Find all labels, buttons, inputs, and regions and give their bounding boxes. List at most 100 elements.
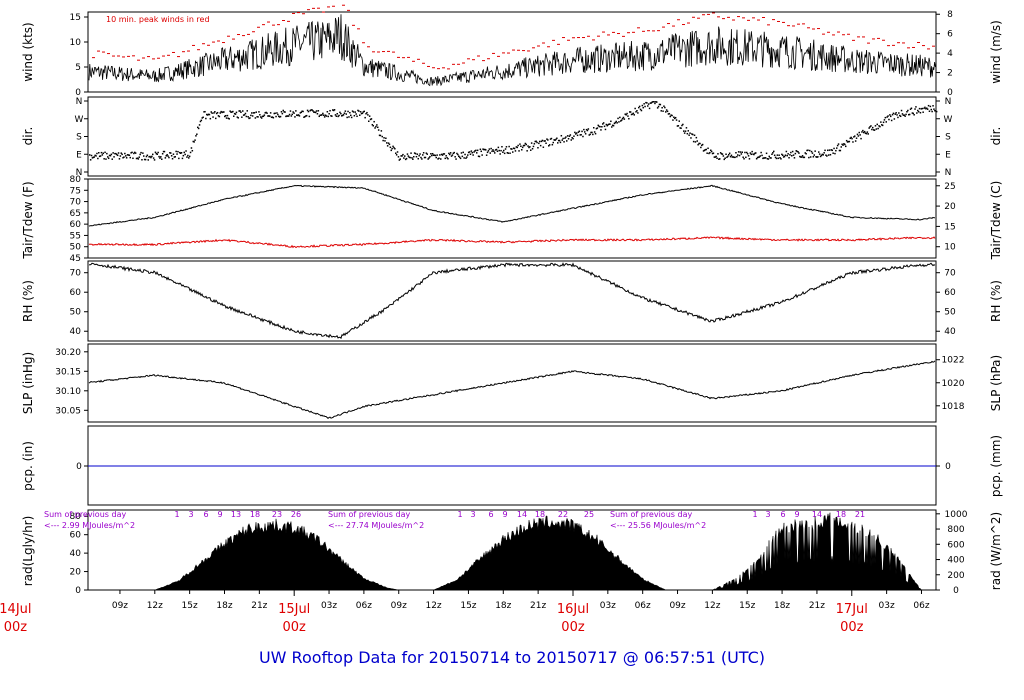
dir-point <box>611 126 613 128</box>
day-label-date: 14Jul <box>0 602 32 617</box>
dir-point <box>154 151 157 154</box>
dir-point <box>285 115 287 118</box>
dir-point <box>268 115 270 117</box>
footer-title: UW Rooftop Data for 20150714 to 20150717… <box>0 648 1024 667</box>
dir-point <box>917 110 920 113</box>
dir-point <box>93 156 95 158</box>
dir-point <box>122 156 124 159</box>
dir-point <box>803 156 806 159</box>
dir-point <box>852 141 854 143</box>
dir-point <box>411 157 413 159</box>
xtick-label: 09z <box>391 601 407 611</box>
dir-point <box>202 116 204 119</box>
dir-point <box>343 112 346 114</box>
dir-point <box>810 150 813 153</box>
dir-point <box>544 140 546 142</box>
dir-point <box>341 114 344 117</box>
dir-point <box>325 115 328 117</box>
dir-point <box>764 157 767 159</box>
dir-point <box>479 148 482 151</box>
dir-point <box>266 112 268 114</box>
dir-point <box>125 155 127 157</box>
dir-point <box>605 123 608 126</box>
dir-point <box>183 151 185 154</box>
dir-point <box>931 110 933 113</box>
dir-point <box>550 137 553 140</box>
dir-point <box>112 152 114 154</box>
dir-point <box>501 145 503 148</box>
dir-point <box>405 157 408 160</box>
dir-point <box>701 144 703 147</box>
dir-point <box>840 146 842 148</box>
dir-point <box>366 111 368 114</box>
dir-point <box>648 107 651 110</box>
dir-point <box>625 114 627 116</box>
dir-point <box>476 149 479 152</box>
dir-point <box>440 153 443 156</box>
rad-hour-label: 18 <box>535 510 545 519</box>
dir-point <box>416 153 419 155</box>
dir-point <box>886 116 888 118</box>
dir-point <box>186 156 188 158</box>
dir-point <box>823 152 825 154</box>
dir-point <box>131 151 133 154</box>
dir-point <box>782 156 785 158</box>
dir-point <box>286 115 288 117</box>
dir-point <box>680 127 682 129</box>
dir-point <box>413 152 416 154</box>
dir-point <box>905 113 907 116</box>
dir-point <box>861 131 863 133</box>
dir-point <box>260 117 263 119</box>
dir-point <box>753 153 755 156</box>
dir-point <box>525 143 527 146</box>
dir-point <box>741 151 743 153</box>
dir-point <box>121 153 123 156</box>
ytick-label-left-temp: 70 <box>70 198 82 208</box>
dir-point <box>876 123 878 126</box>
dir-point <box>336 112 338 115</box>
dir-point <box>719 158 721 160</box>
dir-point <box>164 157 167 159</box>
xtick-label: 21z <box>530 601 546 611</box>
dir-point <box>387 142 390 144</box>
dir-point <box>624 113 626 115</box>
dir-point <box>230 111 232 113</box>
dir-point <box>814 150 816 152</box>
dir-point <box>672 119 674 121</box>
dir-point <box>871 128 873 131</box>
dir-point <box>475 149 477 152</box>
dir-point <box>867 133 869 135</box>
dir-point <box>396 151 399 153</box>
dir-point <box>791 150 794 153</box>
dir-point <box>206 113 208 116</box>
dir-point <box>636 109 638 112</box>
ytick-label-left-temp: 65 <box>70 209 81 219</box>
dir-point <box>683 130 685 132</box>
dir-point <box>123 156 125 158</box>
dir-point <box>485 149 487 151</box>
ytick-label-left-rh: 50 <box>70 308 82 318</box>
dir-point <box>734 156 736 159</box>
dir-point <box>656 107 659 109</box>
dir-point <box>637 112 639 114</box>
rad-sum-value: <--- 2.99 MJoules/m^2 <box>44 521 135 530</box>
dir-point <box>114 152 116 155</box>
dir-point <box>577 131 580 133</box>
dir-point <box>553 139 555 141</box>
dir-point <box>685 127 688 129</box>
dir-point <box>158 155 160 158</box>
dir-point <box>312 110 314 112</box>
day-label-time: 00z <box>561 620 585 635</box>
dir-point <box>496 150 499 153</box>
dir-point <box>566 140 568 142</box>
dir-point <box>676 125 679 127</box>
dir-point <box>483 148 485 151</box>
dir-point <box>534 140 536 143</box>
dir-point <box>787 153 789 155</box>
dir-point <box>494 149 497 151</box>
dir-point <box>107 156 109 158</box>
dir-point <box>468 151 471 153</box>
dir-point <box>247 116 249 118</box>
dir-point <box>825 154 827 156</box>
dir-point <box>215 117 217 120</box>
